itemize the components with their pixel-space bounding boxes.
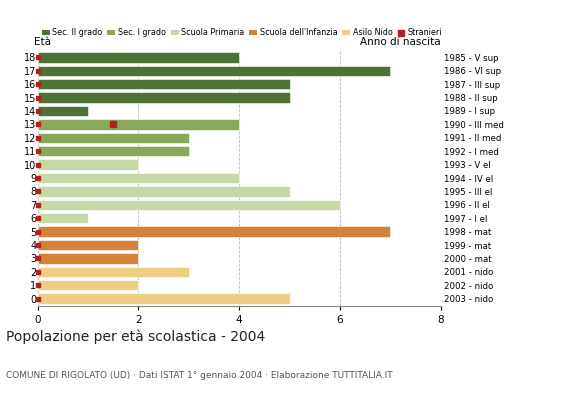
Bar: [38, 132, 189, 143]
Text: COMUNE DI RIGOLATO (UD) · Dati ISTAT 1° gennaio 2004 · Elaborazione TUTTITALIA.I: COMUNE DI RIGOLATO (UD) · Dati ISTAT 1° …: [6, 371, 393, 380]
Bar: [38, 106, 88, 116]
Bar: [38, 186, 289, 197]
Bar: [38, 213, 88, 224]
Bar: [38, 200, 340, 210]
Legend: Sec. II grado, Sec. I grado, Scuola Primaria, Scuola dell'Infanzia, Asilo Nido, : Sec. II grado, Sec. I grado, Scuola Prim…: [42, 28, 443, 38]
Bar: [38, 294, 289, 304]
Bar: [38, 92, 289, 103]
Text: Anno di nascita: Anno di nascita: [360, 38, 441, 48]
Bar: [38, 52, 239, 62]
Bar: [38, 66, 390, 76]
Bar: [38, 79, 289, 90]
Bar: [38, 226, 390, 237]
Bar: [38, 240, 139, 250]
Bar: [38, 266, 189, 277]
Bar: [38, 119, 239, 130]
Text: Popolazione per età scolastica - 2004: Popolazione per età scolastica - 2004: [6, 330, 265, 344]
Bar: [38, 253, 139, 264]
Text: Età: Età: [34, 38, 50, 48]
Bar: [38, 146, 189, 156]
Bar: [38, 173, 239, 183]
Bar: [38, 159, 139, 170]
Bar: [38, 280, 139, 290]
